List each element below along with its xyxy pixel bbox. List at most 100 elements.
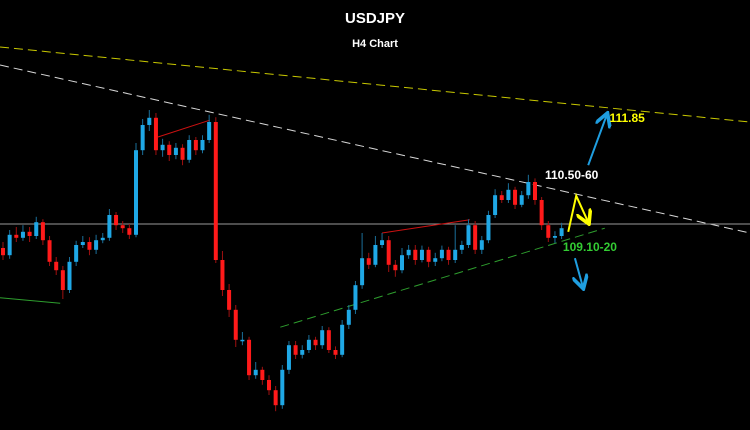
candle-body xyxy=(207,122,212,140)
candle xyxy=(333,346,338,359)
candle-body xyxy=(147,117,152,125)
candle xyxy=(546,221,551,242)
candle xyxy=(173,143,178,160)
candle-body xyxy=(506,189,511,200)
target-up-label: 111.85 xyxy=(609,111,645,125)
candle xyxy=(14,227,19,242)
candle xyxy=(134,143,138,238)
candle-body xyxy=(552,236,557,238)
candle-body xyxy=(160,144,165,151)
candle-body xyxy=(466,225,471,245)
candle xyxy=(80,236,85,248)
candle xyxy=(326,327,331,353)
candle xyxy=(386,236,391,272)
candle-body xyxy=(167,144,172,155)
candle-body xyxy=(34,222,39,236)
candle-body xyxy=(94,240,99,250)
candle-body xyxy=(120,225,125,229)
candle-body xyxy=(419,249,424,260)
candle xyxy=(380,233,385,248)
candle xyxy=(54,257,59,275)
candle-body xyxy=(459,245,464,250)
candle-body xyxy=(293,345,298,355)
candle-body xyxy=(193,140,198,151)
candle xyxy=(280,365,285,409)
candle-body xyxy=(406,249,411,256)
candle xyxy=(413,245,418,265)
candle-body xyxy=(360,258,365,286)
support-zone-label: 109.10-20 xyxy=(563,240,617,254)
candle xyxy=(27,227,32,242)
candle-body xyxy=(413,249,418,260)
candle xyxy=(140,119,145,155)
candle xyxy=(87,237,92,256)
candle xyxy=(247,336,252,380)
candle xyxy=(273,386,278,412)
candle-body xyxy=(127,228,132,235)
candle xyxy=(513,186,518,209)
candle-body xyxy=(513,189,518,205)
candle-body xyxy=(80,242,85,245)
candle xyxy=(127,224,132,239)
candle xyxy=(167,141,172,161)
candle xyxy=(267,375,271,395)
candle-body xyxy=(114,215,119,226)
candle-body xyxy=(100,237,105,241)
candle-body xyxy=(380,240,385,245)
candle xyxy=(207,114,212,143)
candle xyxy=(360,233,365,289)
candle-body xyxy=(373,245,378,265)
candle xyxy=(160,138,165,157)
candle-body xyxy=(546,225,551,238)
candle xyxy=(7,230,12,259)
candle-body xyxy=(306,339,311,350)
candle-body xyxy=(479,240,484,250)
candle-body xyxy=(346,309,351,325)
candle-body xyxy=(74,245,79,262)
candle-body xyxy=(247,339,252,376)
candle-body xyxy=(473,225,478,250)
candle-body xyxy=(227,290,232,310)
candle xyxy=(526,174,531,199)
pattern-line-5 xyxy=(157,119,210,138)
candle-body xyxy=(233,309,238,340)
candle xyxy=(459,240,464,254)
arrow-down-icon xyxy=(575,257,583,287)
candle-body xyxy=(267,380,271,391)
candle xyxy=(233,305,238,347)
candle xyxy=(533,178,537,205)
candle xyxy=(20,225,25,241)
candle-body xyxy=(200,140,205,151)
candle xyxy=(400,248,404,274)
candle xyxy=(439,245,444,262)
candle xyxy=(227,284,232,317)
candle-body xyxy=(426,249,431,262)
candle-body xyxy=(526,182,531,196)
arrow-up-icon xyxy=(587,115,607,166)
candle xyxy=(426,246,431,268)
candle xyxy=(47,236,52,266)
candle xyxy=(260,366,265,385)
candle xyxy=(340,320,345,358)
candle xyxy=(419,245,424,263)
candle-body xyxy=(286,345,291,370)
candle-body xyxy=(173,147,178,155)
candle xyxy=(107,209,112,241)
candle xyxy=(147,110,152,131)
candle-body xyxy=(87,242,92,250)
candle xyxy=(1,242,5,260)
candle-body xyxy=(213,122,218,260)
candle-body xyxy=(260,369,265,380)
candle xyxy=(320,326,325,349)
candle xyxy=(60,266,65,299)
candle-body xyxy=(134,150,138,235)
candle-body xyxy=(446,249,451,260)
resistance-line-1 xyxy=(0,64,750,234)
resistance-zone-label: 110.50-60 xyxy=(545,168,599,182)
candle xyxy=(552,231,557,244)
candle-body xyxy=(47,240,52,262)
candle-body xyxy=(14,234,19,238)
candle-body xyxy=(140,125,145,151)
chart-subtitle: H4 Chart xyxy=(352,38,398,50)
candle xyxy=(446,246,451,265)
